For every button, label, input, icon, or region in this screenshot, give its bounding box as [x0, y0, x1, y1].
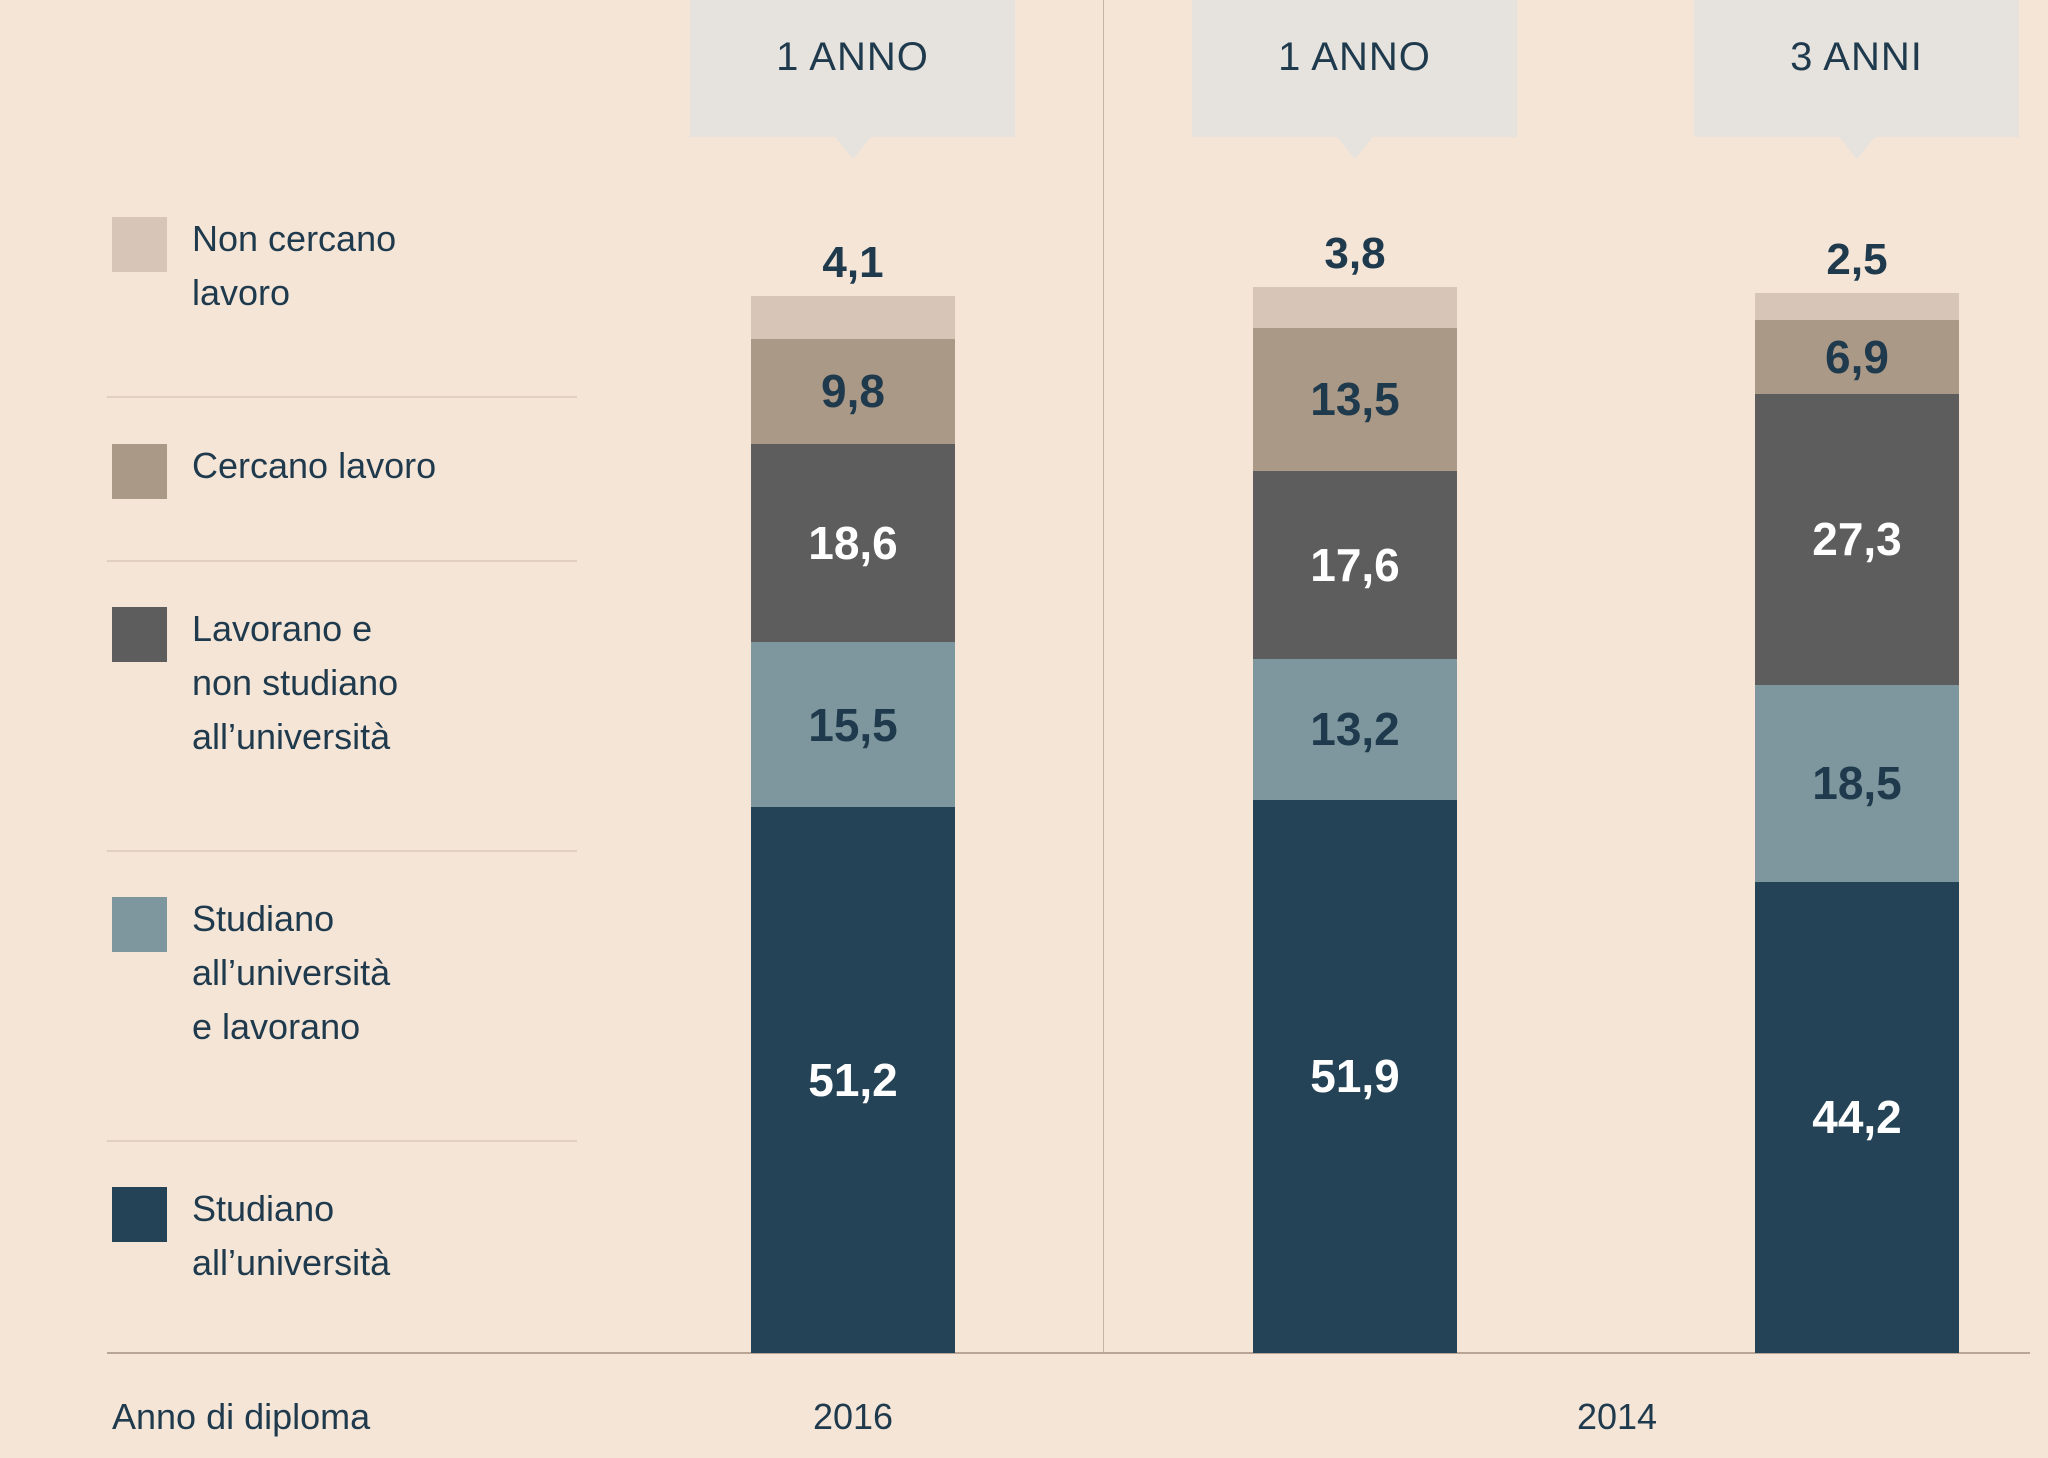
data-label: 17,6 — [1310, 539, 1400, 592]
bar-segment — [751, 807, 955, 1353]
legend-swatch — [112, 897, 167, 952]
category-label: 1 ANNO — [1278, 35, 1431, 79]
bar-callout-1: 1 ANNO — [690, 0, 1015, 159]
data-label: 9,8 — [821, 365, 885, 418]
data-label: 44,2 — [1812, 1091, 1902, 1144]
legend-label: Studiano all’università — [192, 1188, 391, 1283]
data-label: 27,3 — [1812, 513, 1902, 566]
bar-segment — [1755, 684, 1959, 882]
bar-callout-3: 3 ANNI — [1694, 0, 2019, 159]
data-label: 18,6 — [808, 516, 898, 569]
bar-segment — [1253, 327, 1457, 472]
bar-segment — [751, 641, 955, 808]
data-label: 3,8 — [1324, 229, 1386, 278]
legend-swatch — [112, 1187, 167, 1242]
callout-pointer — [834, 137, 871, 159]
bar-segment — [1755, 293, 1959, 321]
x-group-label-2016: 2016 — [812, 1396, 894, 1437]
x-axis-title: Anno di diploma — [112, 1396, 371, 1437]
bar-segment — [751, 339, 955, 444]
bar-segment — [1755, 320, 1959, 394]
data-label: 4,1 — [822, 237, 884, 287]
legend-swatch — [112, 444, 167, 499]
legend-swatch — [112, 607, 167, 662]
bar-segment — [751, 295, 955, 340]
callout-pointer — [1838, 137, 1875, 159]
legend-divider — [107, 1140, 577, 1142]
bar-segment — [1755, 881, 1959, 1353]
legend-divider — [107, 560, 577, 562]
category-label: 1 ANNO — [776, 35, 929, 79]
x-group-label-2014: 2014 — [1576, 1396, 1658, 1437]
bar-segment — [1253, 799, 1457, 1353]
x-axis-baseline — [107, 1352, 2030, 1354]
bar-callout-2: 1 ANNO — [1192, 0, 1517, 159]
data-label: 13,5 — [1310, 373, 1400, 426]
legend-label: Lavorano e non studiano all’università — [192, 608, 399, 757]
data-label: 15,5 — [808, 698, 898, 751]
legend-swatch — [112, 217, 167, 272]
legend-divider — [107, 396, 577, 398]
bar-segment — [751, 443, 955, 642]
bar-segment — [1253, 287, 1457, 328]
data-label: 2,5 — [1826, 235, 1888, 285]
data-label: 51,2 — [808, 1054, 898, 1107]
data-label: 6,9 — [1825, 330, 1889, 383]
bar-segment — [1253, 471, 1457, 660]
group-divider — [1103, 0, 1104, 1354]
legend-divider — [107, 850, 577, 852]
legend-label: Studiano all’università e lavorano — [192, 898, 391, 1047]
bar-segment — [1253, 659, 1457, 800]
callout-pointer — [1336, 137, 1373, 159]
bar-segment — [1755, 393, 1959, 685]
data-label: 51,9 — [1310, 1050, 1400, 1103]
legend-label: Non cercano lavoro — [192, 218, 397, 313]
data-label: 18,5 — [1812, 757, 1902, 810]
legend-label: Cercano lavoro — [192, 445, 437, 486]
category-label: 3 ANNI — [1790, 35, 1923, 79]
data-label: 13,2 — [1310, 703, 1400, 756]
